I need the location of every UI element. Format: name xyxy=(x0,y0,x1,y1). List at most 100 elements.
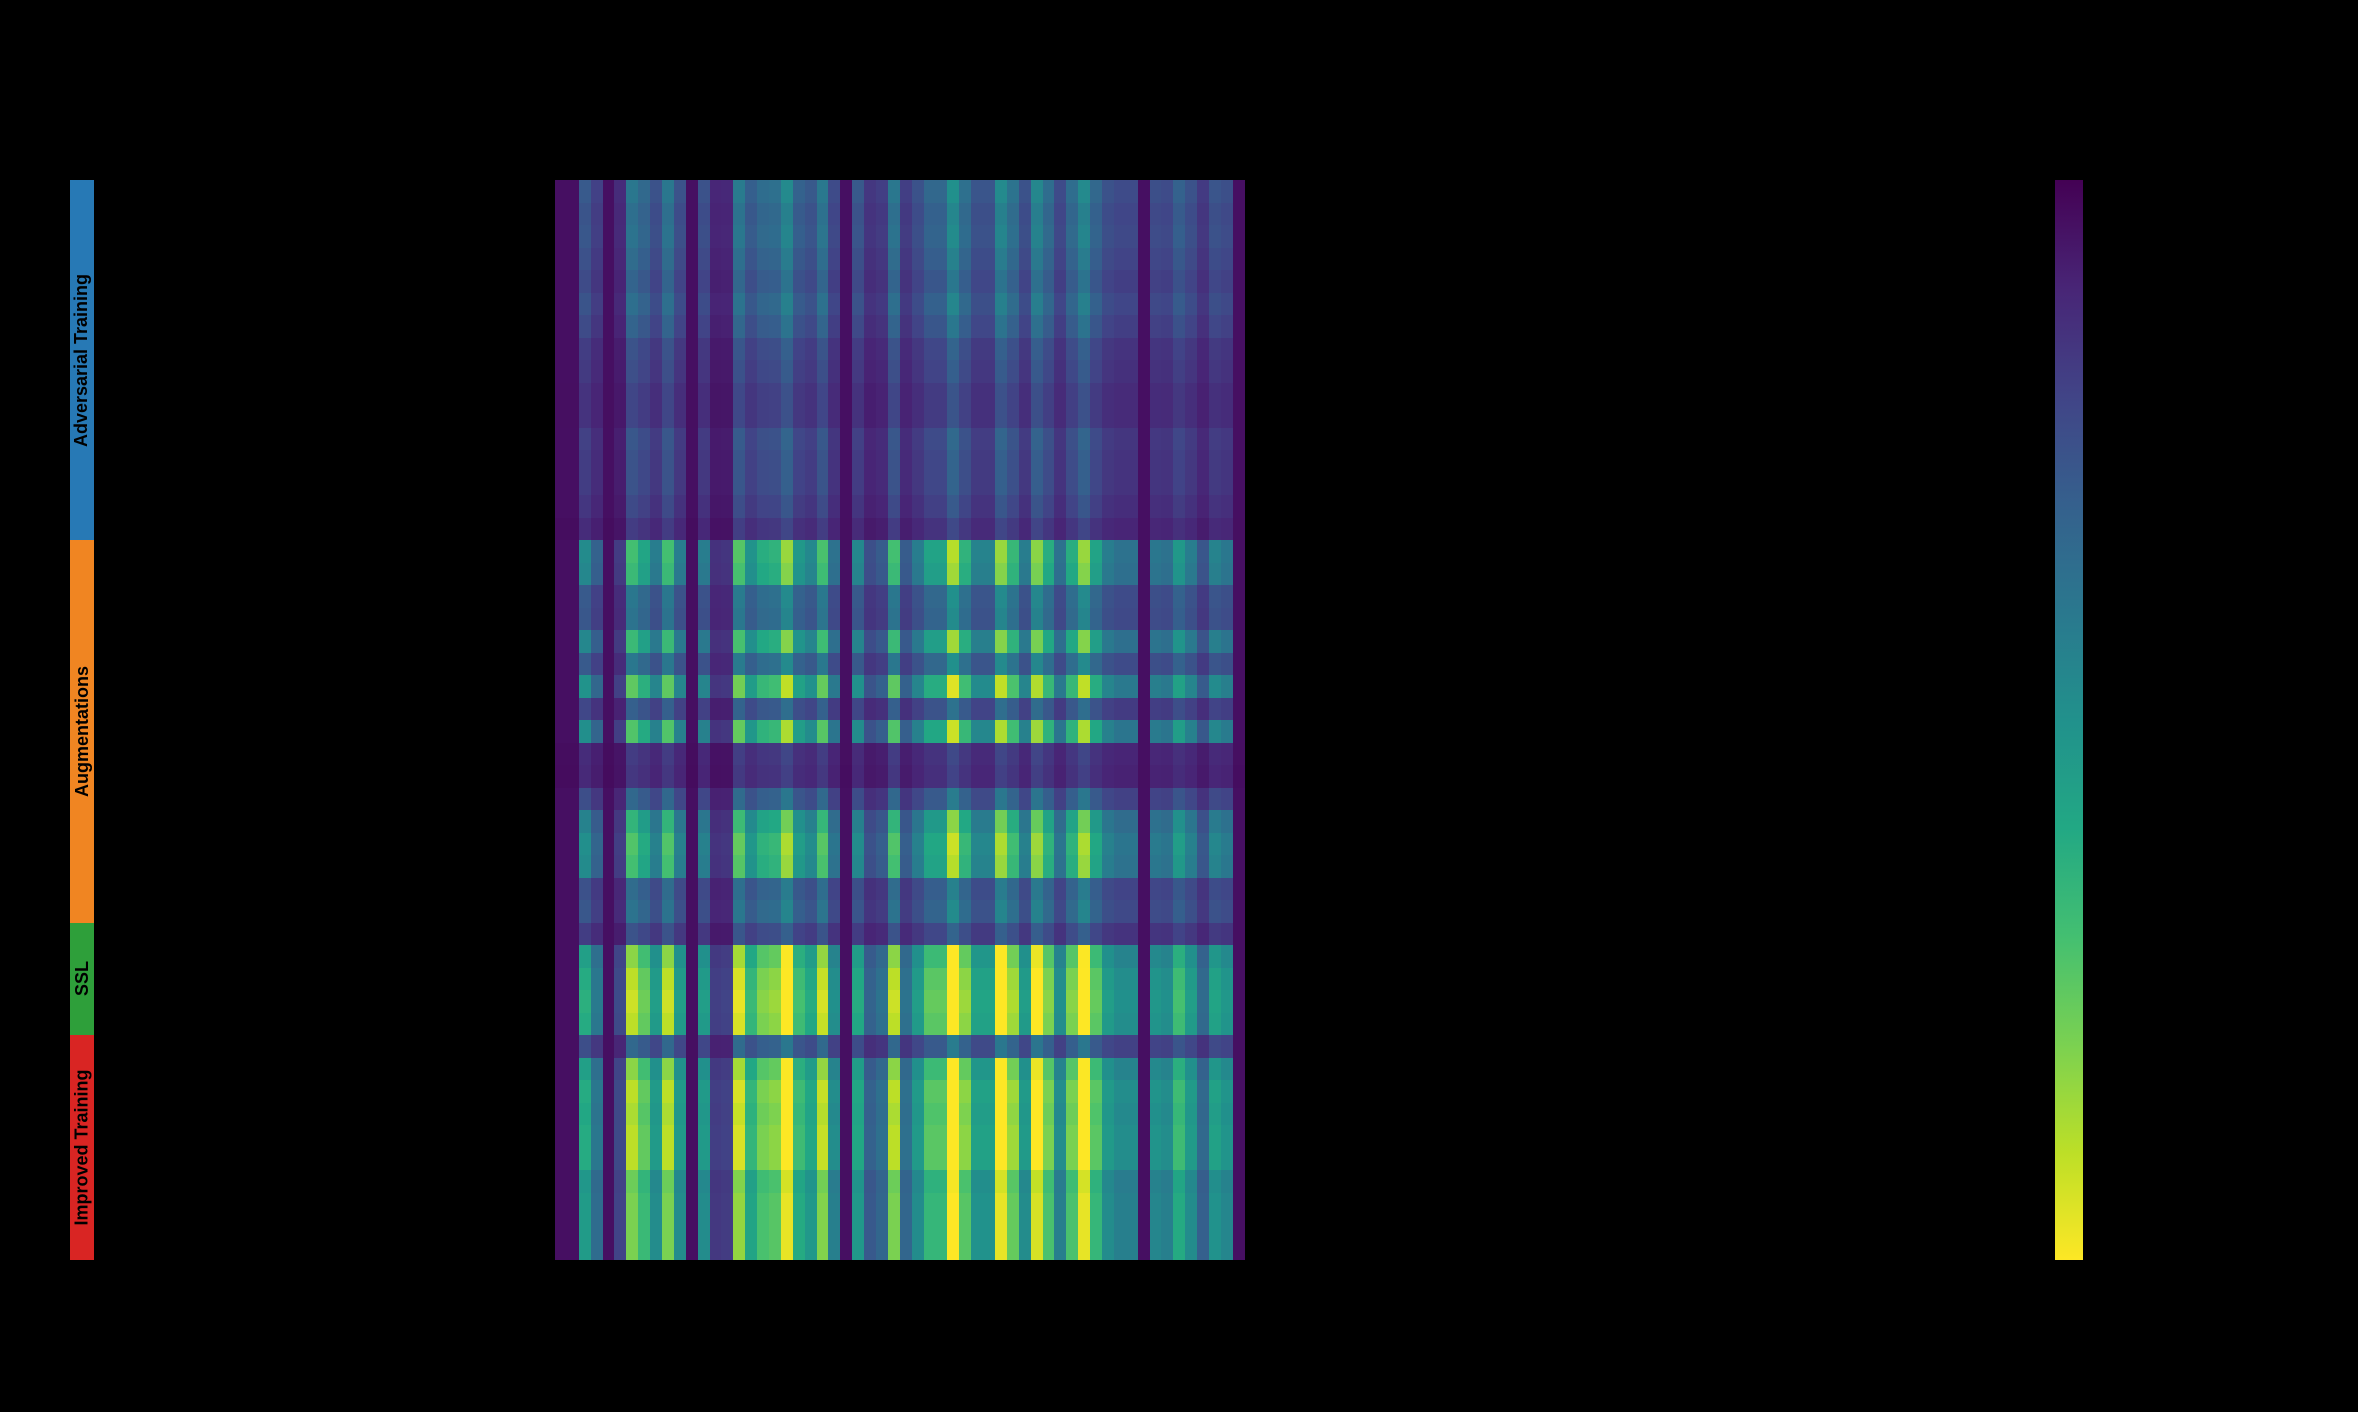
heatmap-cell xyxy=(864,810,876,833)
heatmap-cell xyxy=(1173,450,1185,473)
heatmap-cell xyxy=(686,788,698,811)
heatmap-cell xyxy=(638,923,650,946)
col-label-top: defocus_blur-3 xyxy=(698,97,710,170)
col-label-top: gaussian_blur-3 xyxy=(841,92,853,170)
heatmap-cell xyxy=(1233,203,1245,226)
heatmap-cell xyxy=(603,270,615,293)
heatmap-cell xyxy=(1209,360,1221,383)
col-label-top: motion_blur-2 xyxy=(1007,103,1019,170)
heatmap-cell xyxy=(936,765,948,788)
heatmap-cell xyxy=(852,878,864,901)
heatmap-cell xyxy=(603,248,615,271)
row-summary: (72±28) xyxy=(1253,543,1301,557)
heatmap-cell xyxy=(1185,1170,1197,1193)
heatmap-cell xyxy=(579,518,591,541)
heatmap-cell xyxy=(995,1193,1007,1216)
heatmap-cell xyxy=(1043,945,1055,968)
heatmap-cell xyxy=(1114,1170,1126,1193)
heatmap-row xyxy=(555,1215,1245,1238)
chart-stage: Adversarial TrainingAugmentationsSSLImpr… xyxy=(0,0,2358,1412)
heatmap-cell xyxy=(1114,720,1126,743)
heatmap-cell xyxy=(733,833,745,856)
heatmap-cell xyxy=(1078,900,1090,923)
heatmap-cell xyxy=(614,698,626,721)
heatmap-cell xyxy=(781,360,793,383)
heatmap-cell xyxy=(1126,248,1138,271)
heatmap-cell xyxy=(1043,1148,1055,1171)
heatmap-cell xyxy=(864,1170,876,1193)
heatmap-cell xyxy=(1173,698,1185,721)
heatmap-cell xyxy=(757,1103,769,1126)
heatmap-cell xyxy=(900,945,912,968)
heatmap-cell xyxy=(1150,248,1162,271)
heatmap-cell xyxy=(662,338,674,361)
heatmap-cell xyxy=(1150,1103,1162,1126)
heatmap-cell xyxy=(1019,293,1031,316)
heatmap-cell xyxy=(1066,315,1078,338)
heatmap-cell xyxy=(662,1103,674,1126)
heatmap-cell xyxy=(876,1058,888,1081)
heatmap-cell xyxy=(828,1170,840,1193)
heatmap-cell xyxy=(745,383,757,406)
row-summary: (75±24) xyxy=(1253,903,1301,917)
heatmap-cell xyxy=(1078,1148,1090,1171)
heatmap-cell xyxy=(710,698,722,721)
col-label-top: jpeg_compression-2 xyxy=(971,71,983,170)
heatmap-cell xyxy=(995,675,1007,698)
heatmap-cell xyxy=(1102,788,1114,811)
heatmap-cell xyxy=(591,315,603,338)
heatmap-cell xyxy=(698,585,710,608)
heatmap-cell xyxy=(805,923,817,946)
heatmap-cell xyxy=(1161,878,1173,901)
heatmap-cell xyxy=(745,203,757,226)
heatmap-cell xyxy=(614,1103,626,1126)
heatmap-cell xyxy=(1090,743,1102,766)
heatmap-cell xyxy=(1114,698,1126,721)
heatmap-cell xyxy=(1197,743,1209,766)
heatmap-cell xyxy=(674,1058,686,1081)
heatmap-cell xyxy=(1019,1103,1031,1126)
heatmap-cell xyxy=(757,653,769,676)
heatmap-cell xyxy=(1173,743,1185,766)
row-label: standard_trained_cutmix_autoaug xyxy=(313,858,540,873)
col-label-top: zoom_blur-2 xyxy=(1221,109,1233,170)
heatmap-cell xyxy=(888,1238,900,1261)
heatmap-cell xyxy=(579,270,591,293)
heatmap-cell xyxy=(828,1215,840,1238)
heatmap-cell xyxy=(1054,248,1066,271)
heatmap-cell xyxy=(947,833,959,856)
heatmap-cell xyxy=(710,540,722,563)
col-label-top: fog-3 xyxy=(769,145,781,170)
row-label: 28-10_sam xyxy=(465,1196,540,1211)
heatmap-cell xyxy=(888,518,900,541)
heatmap-cell xyxy=(781,608,793,631)
heatmap-cell xyxy=(710,743,722,766)
heatmap-cell xyxy=(591,608,603,631)
heatmap-cell xyxy=(1221,653,1233,676)
heatmap-cell xyxy=(876,360,888,383)
heatmap-cell xyxy=(888,563,900,586)
heatmap-cell xyxy=(805,293,817,316)
heatmap-cell xyxy=(603,1238,615,1261)
heatmap-cell xyxy=(1019,698,1031,721)
heatmap-cell xyxy=(1066,990,1078,1013)
heatmap-cell xyxy=(793,180,805,203)
heatmap-cell xyxy=(1173,968,1185,991)
heatmap-cell xyxy=(793,248,805,271)
heatmap-cell xyxy=(840,630,852,653)
row-summary: (49±33) xyxy=(1253,948,1301,962)
heatmap-cell xyxy=(579,1170,591,1193)
heatmap-cell xyxy=(1031,608,1043,631)
heatmap-cell xyxy=(1209,945,1221,968)
heatmap-cell xyxy=(603,968,615,991)
heatmap-cell xyxy=(971,473,983,496)
heatmap-cell xyxy=(710,248,722,271)
heatmap-cell xyxy=(1090,945,1102,968)
heatmap-cell xyxy=(947,293,959,316)
heatmap-cell xyxy=(1090,360,1102,383)
heatmap-cell xyxy=(591,473,603,496)
heatmap-cell xyxy=(745,405,757,428)
heatmap-cell xyxy=(721,810,733,833)
heatmap-cell xyxy=(1138,608,1150,631)
heatmap-cell xyxy=(995,315,1007,338)
